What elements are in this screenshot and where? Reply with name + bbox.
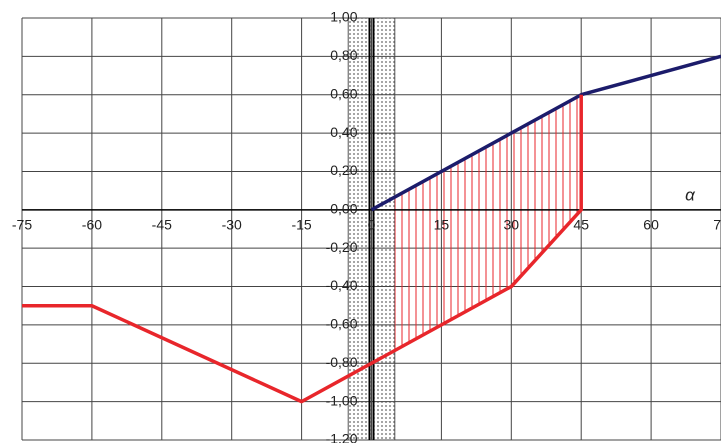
y-tick-label: -1,20 [326,431,358,443]
y-tick-label: 0,80 [330,47,357,63]
x-tick-label: 15 [434,217,450,233]
y-tick-label: -1,00 [326,392,358,408]
x-axis-label: α [685,185,696,204]
x-tick-label: 30 [504,217,520,233]
y-tick-label: -0,40 [326,277,358,293]
y-tick-label: 1,00 [330,9,357,25]
y-tick-label: 0,00 [330,201,357,217]
y-tick-label: -0,20 [326,239,358,255]
y-tick-label: 0,20 [330,162,357,178]
x-tick-label: -15 [291,217,311,233]
x-tick-label: -60 [82,217,102,233]
y-tick-label: 0,40 [330,124,357,140]
hatched-area [394,94,582,351]
data-line [22,94,583,404]
x-tick-label: 45 [573,217,589,233]
x-tick-label: -30 [222,217,242,233]
x-tick-label: -75 [12,217,32,233]
y-tick-label: 0,60 [330,85,357,101]
x-tick-label: 60 [643,217,659,233]
x-tick-label: 75 [713,217,721,233]
y-tick-label: -0,60 [326,316,358,332]
x-tick-label: -45 [152,217,172,233]
y-tick-label: -0,80 [326,354,358,370]
x-tick-label: 0 [368,217,376,233]
